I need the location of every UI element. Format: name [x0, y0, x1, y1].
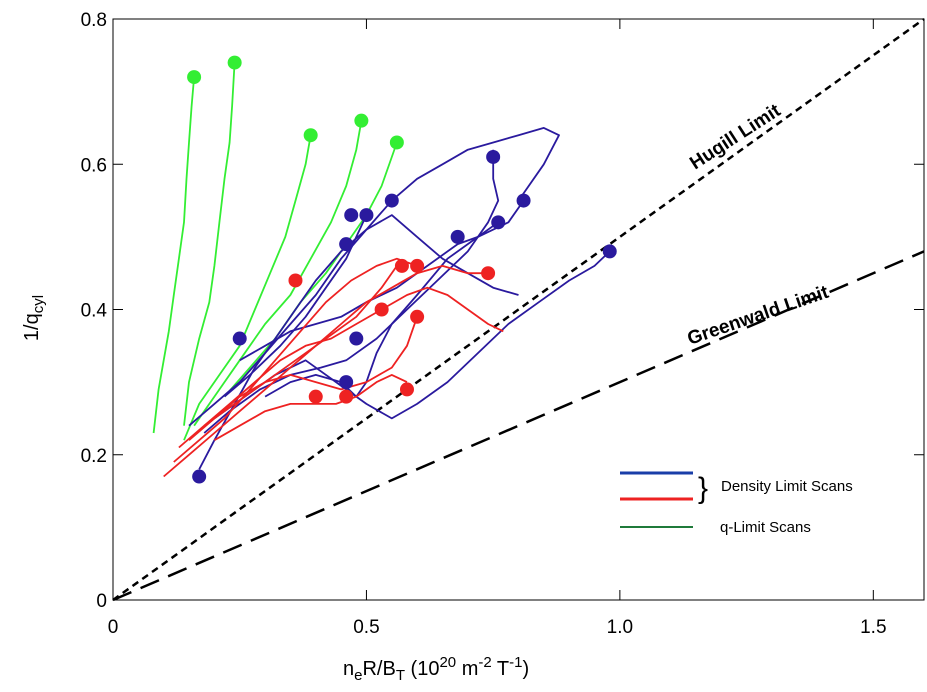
legend-label-q: q-Limit Scans — [720, 519, 811, 536]
red-marker — [399, 382, 414, 397]
blue-marker — [491, 215, 506, 230]
green-marker — [354, 113, 369, 128]
red-marker — [410, 258, 425, 273]
blue-marker — [359, 208, 374, 223]
x-tick-label: 1.0 — [607, 617, 633, 638]
blue-marker — [602, 244, 617, 259]
red-marker — [288, 273, 303, 288]
red-marker — [481, 266, 496, 281]
x-axis-ticks: 0 0.5 1.0 1.5 — [108, 19, 887, 638]
red-marker — [308, 389, 323, 404]
blue-trace — [264, 200, 525, 398]
limit-lines — [112, 17, 925, 602]
x-tick-label: 0 — [108, 617, 119, 638]
y-axis-label: 1/qcyl — [21, 295, 47, 341]
blue-marker — [349, 331, 364, 346]
x-tick-label: 0.5 — [353, 617, 379, 638]
x-axis-label: neR/BT (1020 m-2 T-1) — [343, 654, 529, 684]
red-trace — [213, 373, 408, 441]
y-tick-label: 0.6 — [81, 155, 107, 176]
data-markers — [187, 55, 617, 484]
red-trace — [173, 257, 418, 463]
y-axis-ticks: 0 0.2 0.4 0.6 0.8 — [81, 10, 924, 612]
red-trace — [188, 316, 418, 441]
blue-marker — [516, 193, 531, 208]
x-tick-label: 1.5 — [860, 617, 886, 638]
legend: } Density Limit Scans q-Limit Scans — [620, 471, 853, 536]
red-marker — [394, 258, 409, 273]
hugill-limit-label: Hugill Limit — [686, 100, 785, 174]
red-marker — [339, 389, 354, 404]
legend-label-density: Density Limit Scans — [721, 478, 853, 495]
blue-trace — [188, 127, 560, 427]
blue-marker — [232, 331, 247, 346]
blue-marker — [192, 469, 207, 484]
red-trace — [178, 286, 504, 449]
blue-marker — [339, 237, 354, 252]
y-tick-label: 0.4 — [81, 301, 108, 322]
greenwald-limit-label: Greenwald Limit — [685, 282, 832, 350]
blue-marker — [486, 149, 501, 164]
blue-trace — [213, 250, 611, 420]
blue-marker — [344, 208, 359, 223]
greenwald-limit-line — [112, 250, 925, 602]
green-trace — [183, 135, 312, 441]
green-trace — [223, 142, 398, 398]
green-marker — [389, 135, 404, 150]
green-trace — [152, 77, 195, 434]
blue-trace — [198, 214, 519, 470]
y-tick-label: 0.2 — [81, 446, 107, 467]
y-tick-label: 0 — [96, 591, 107, 612]
green-marker — [187, 70, 202, 85]
red-trace — [203, 265, 398, 427]
blue-marker — [384, 193, 399, 208]
red-trace — [163, 264, 489, 478]
red-marker — [374, 302, 389, 317]
green-trace — [183, 62, 236, 426]
data-traces — [152, 62, 611, 478]
red-marker — [410, 309, 425, 324]
blue-marker — [450, 229, 465, 244]
green-marker — [303, 128, 318, 143]
blue-trace — [223, 214, 368, 398]
y-tick-label: 0.8 — [81, 10, 107, 31]
legend-brace: } — [698, 472, 708, 505]
blue-marker — [339, 375, 354, 390]
green-marker — [227, 55, 242, 70]
hugill-limit-line — [112, 17, 925, 602]
